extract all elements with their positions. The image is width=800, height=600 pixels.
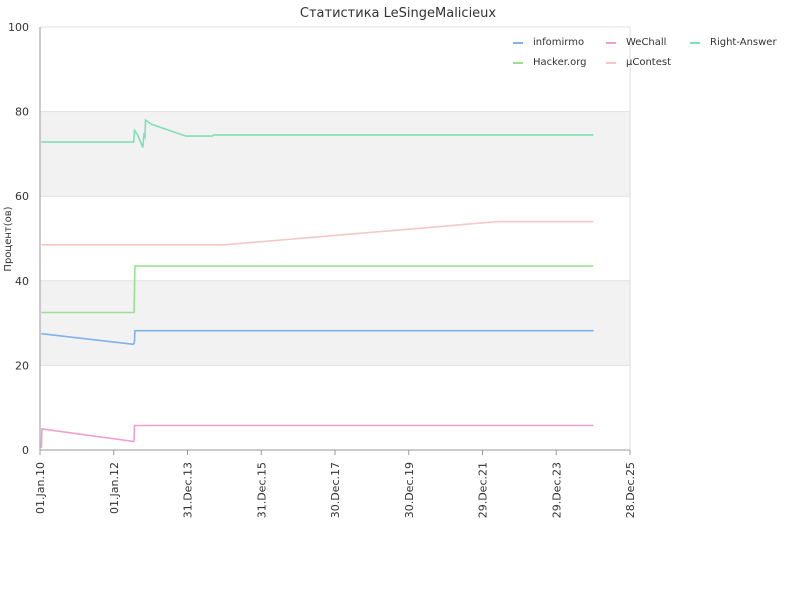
chart-title: Статистика LeSingeMalicieux	[300, 6, 497, 21]
grid-lines	[40, 26, 630, 366]
legend-label: Right-Answer	[710, 37, 777, 48]
grid-band	[40, 280, 630, 366]
grid-bands	[40, 111, 630, 366]
axes	[39, 27, 631, 451]
legend-label: WeChall	[626, 37, 666, 48]
legend-label: infomirmo	[533, 37, 584, 48]
y-tick-label: 40	[15, 275, 29, 288]
x-tick-label: 28.Dec.25	[624, 462, 637, 518]
grid-band	[40, 111, 630, 197]
series-line	[41, 265, 594, 314]
legend: infomirmo Hacker.org WeChall µContest Right-…	[513, 37, 777, 68]
y-axis-label: Процент(ов)	[3, 206, 14, 271]
series-lines	[40, 118, 594, 448]
y-tick-label: 20	[15, 359, 29, 372]
x-tick-label: 01.Jan.10	[34, 462, 47, 514]
x-ticks: 01.Jan.10 01.Jan.12 31.Dec.13 31.Dec.15 30.D…	[34, 450, 637, 518]
x-tick-label: 30.Dec.19	[403, 462, 416, 518]
series-line	[41, 118, 594, 148]
x-tick-label: 30.Dec.17	[329, 462, 342, 518]
x-tick-label: 01.Jan.12	[108, 462, 121, 514]
series-line	[41, 220, 594, 246]
x-tick-label: 29.Dec.23	[550, 462, 563, 518]
x-tick-label: 31.Dec.13	[182, 462, 195, 518]
y-tick-label: 60	[15, 190, 29, 203]
x-tick-label: 29.Dec.21	[477, 462, 490, 518]
series-line	[41, 329, 594, 346]
legend-label: µContest	[626, 57, 671, 68]
y-ticks: 0 20 40 60 80 100	[8, 21, 29, 457]
y-tick-label: 0	[22, 444, 29, 457]
legend-label: Hacker.org	[533, 57, 587, 68]
series-line	[40, 424, 594, 448]
y-tick-label: 80	[15, 106, 29, 119]
x-tick-label: 31.Dec.15	[255, 462, 268, 518]
y-tick-label: 100	[8, 21, 29, 34]
